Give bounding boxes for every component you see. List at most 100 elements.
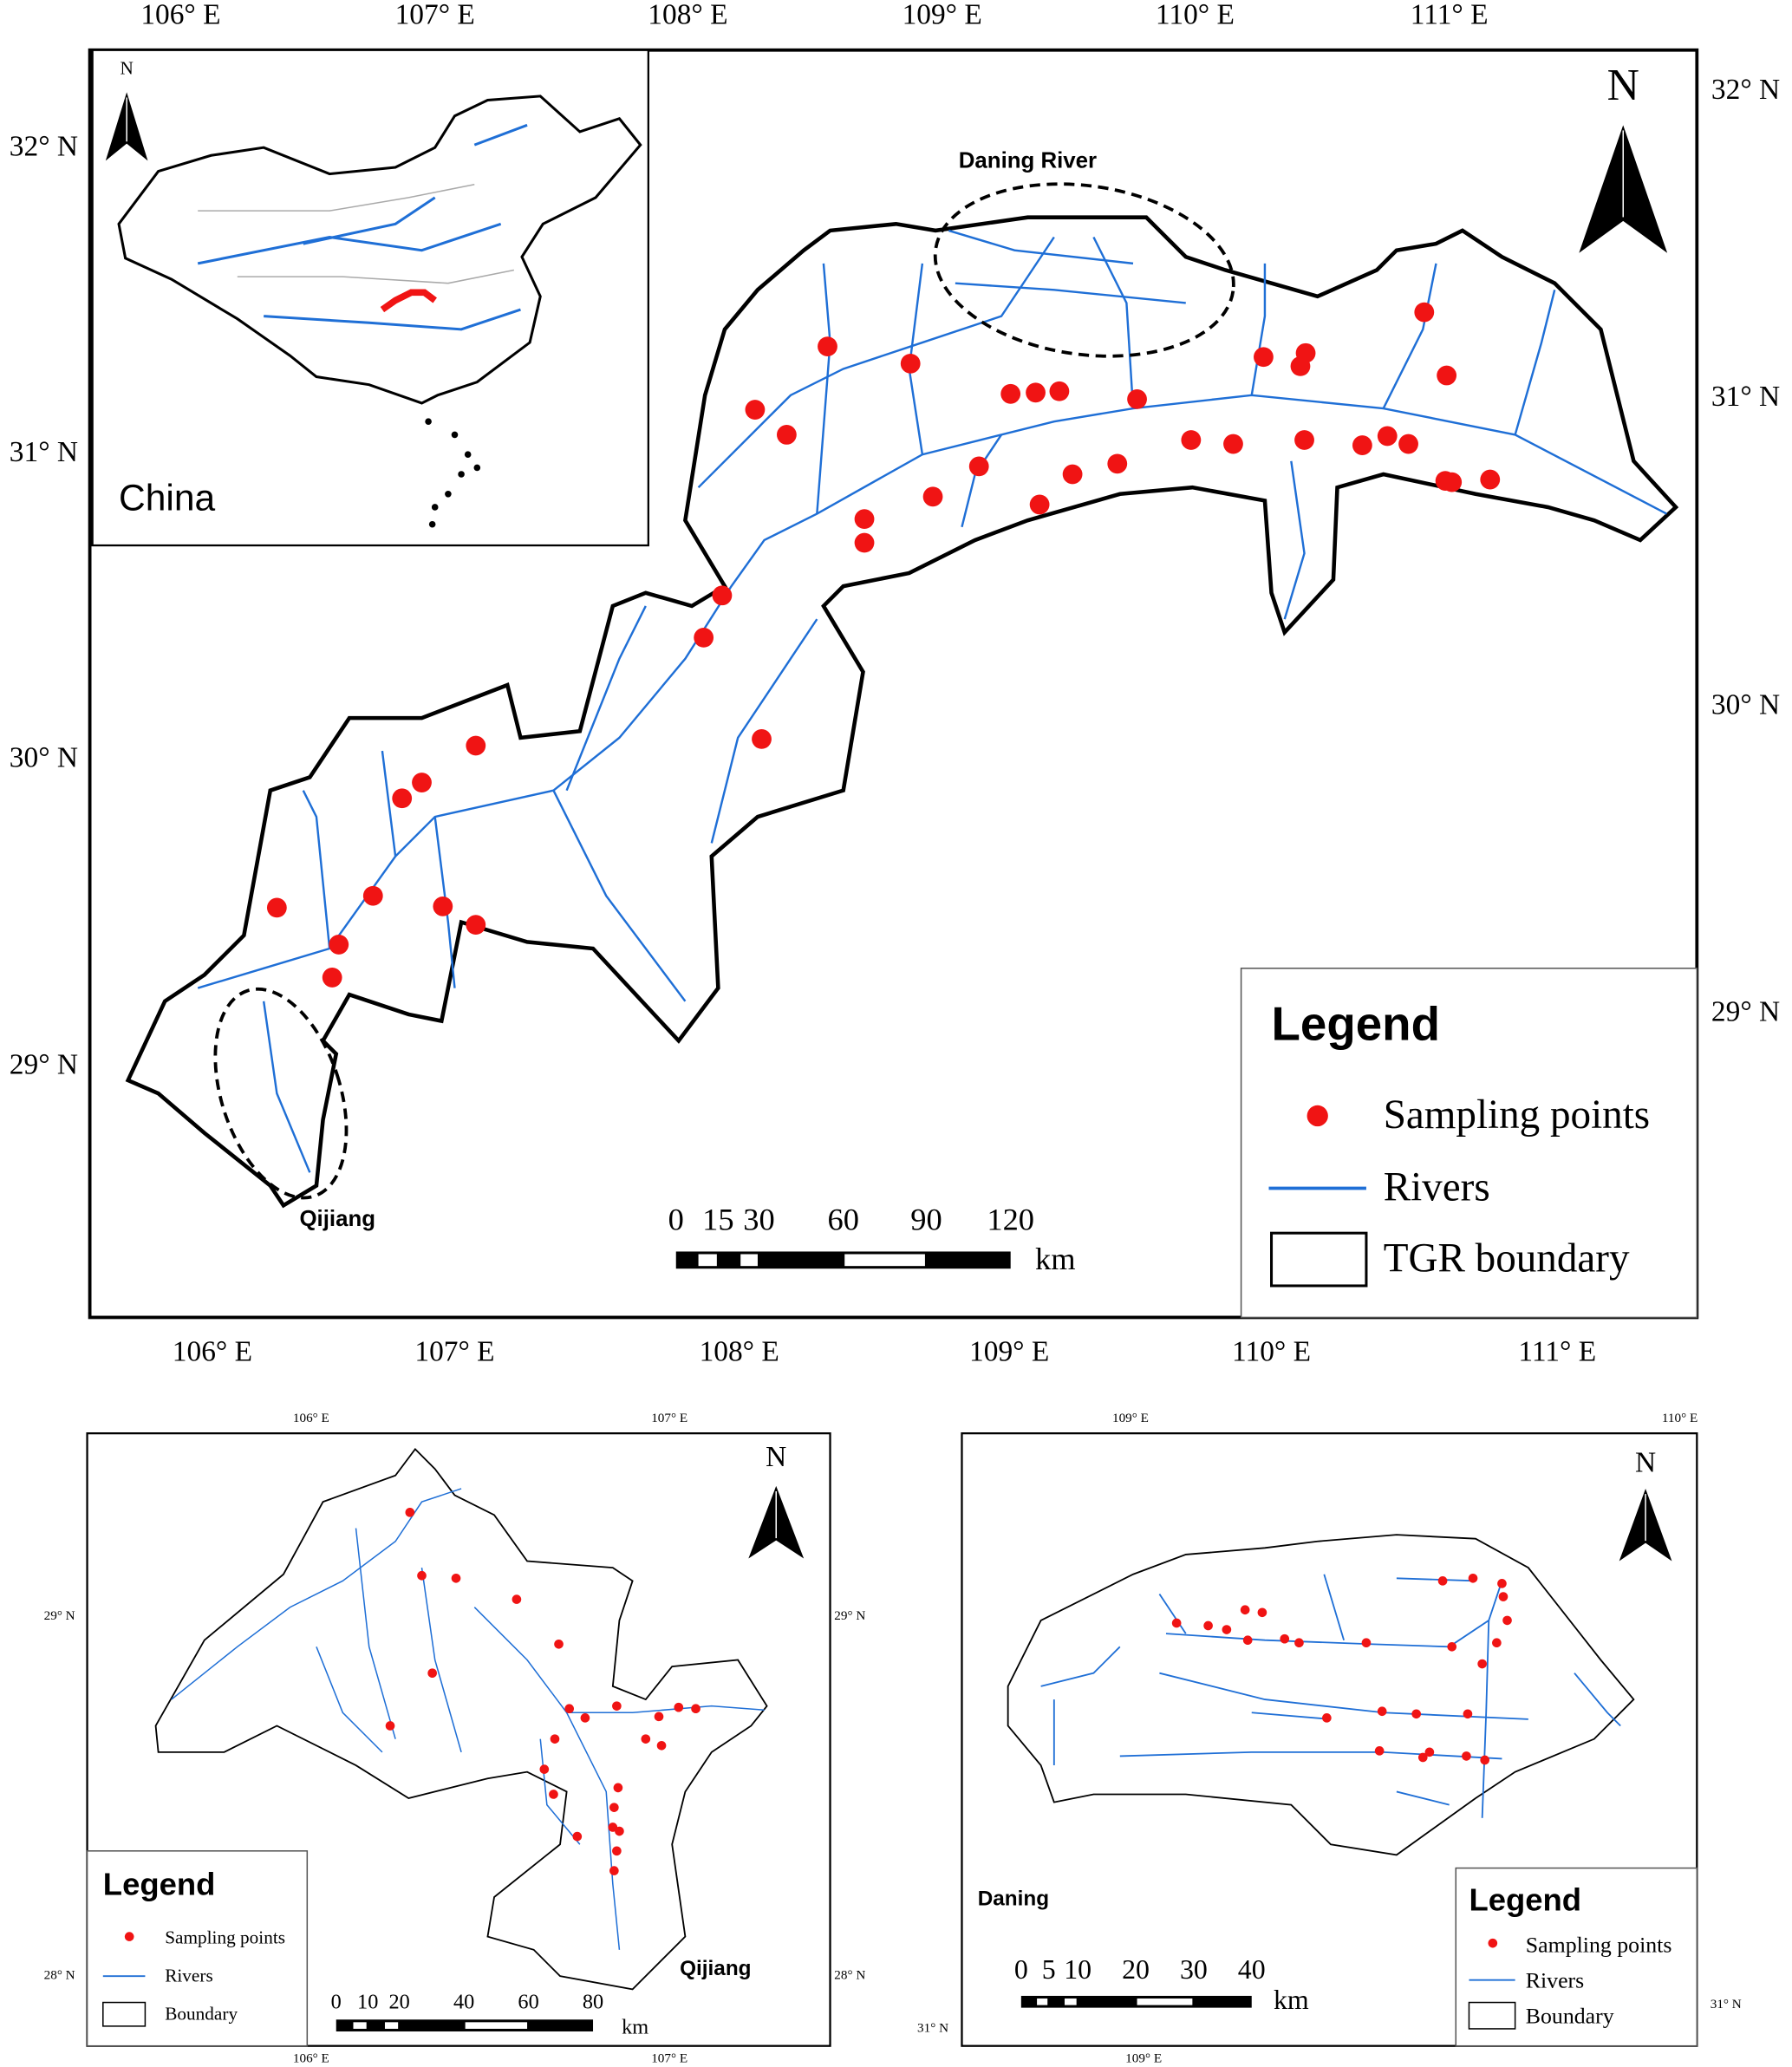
river (565, 605, 647, 792)
river (1250, 263, 1267, 396)
daning-point (1411, 1709, 1421, 1719)
daning-point (1280, 1633, 1290, 1644)
qijiang-point (564, 1704, 574, 1714)
sampling-point (466, 915, 486, 936)
sampling-point (266, 897, 287, 918)
label: 109° E (903, 0, 982, 30)
label: 0 (1014, 1954, 1028, 1985)
daning-point (1374, 1746, 1385, 1756)
label: 0 (668, 1202, 684, 1236)
label: Rivers (165, 1966, 213, 1986)
island (425, 418, 432, 426)
legend-boundary (1468, 2001, 1516, 2030)
label: 107° E (395, 0, 475, 30)
daning-frame (961, 1432, 1698, 2047)
scale-bar-segment (353, 2022, 367, 2029)
island (451, 431, 459, 439)
label: 0 (331, 1991, 342, 2014)
label: 31° N (1711, 1997, 1742, 2012)
daning-river (1159, 1672, 1528, 1720)
river (948, 229, 1134, 265)
label: 28° N (44, 1968, 75, 1983)
island (458, 471, 465, 478)
label: Daning (978, 1887, 1049, 1910)
sampling-point (1480, 469, 1501, 490)
scale-bar-segment (465, 2022, 528, 2029)
qijiang-point (512, 1594, 522, 1604)
qijiang-point (609, 1803, 619, 1812)
daning-point (1377, 1706, 1387, 1717)
sampling-point (1352, 435, 1372, 455)
qijiang-river (316, 1646, 383, 1753)
daning-point (1424, 1747, 1435, 1757)
qijiang-point (612, 1701, 622, 1711)
label: 107° E (651, 1411, 687, 1425)
sampling-point (968, 456, 989, 477)
label: N (1635, 1446, 1656, 1478)
river (262, 1001, 311, 1173)
daning-boundary (1007, 1534, 1635, 1856)
sampling-point (1290, 356, 1311, 376)
legend-boundary (1270, 1231, 1368, 1288)
sampling-point (1377, 426, 1398, 447)
island (431, 504, 439, 511)
label: 28° N (834, 1968, 865, 1983)
sampling-point (466, 735, 486, 756)
daning-point (1437, 1576, 1448, 1586)
daning-point (1242, 1635, 1253, 1646)
label: 106° E (140, 0, 220, 30)
inset-province (237, 269, 515, 284)
daning-river (1323, 1574, 1345, 1640)
scale-bar-segment (1064, 1998, 1077, 2005)
label: Daning River (959, 149, 1097, 173)
island (473, 464, 481, 472)
label: Boundary (1526, 2004, 1614, 2029)
qijiang-point (580, 1713, 590, 1723)
label: 106° E (293, 2051, 329, 2065)
qijiang-point (613, 1783, 623, 1793)
sampling-point (1442, 472, 1463, 492)
label: 31° N (10, 436, 78, 468)
daning-point (1222, 1625, 1232, 1634)
sampling-point (922, 486, 943, 507)
sampling-point (1181, 430, 1202, 450)
sampling-point (1049, 381, 1070, 401)
scale-bar-segment (1037, 1998, 1048, 2005)
label: 107° E (414, 1336, 494, 1368)
daning-river (1396, 1790, 1450, 1806)
main-frame (88, 48, 1699, 1320)
daning-point (1492, 1638, 1502, 1648)
qijiang-outline (213, 987, 349, 1200)
qijiang-river (566, 1705, 765, 1714)
label: 15 (702, 1202, 733, 1236)
daning-point (1477, 1659, 1487, 1669)
inset-province (198, 183, 475, 212)
scale-bar (336, 2019, 594, 2031)
daning-point (1497, 1579, 1507, 1588)
label: 60 (518, 1991, 538, 2014)
label: 10 (1064, 1954, 1091, 1985)
river (1092, 236, 1135, 409)
daning-point (1502, 1615, 1512, 1626)
label: Rivers (1526, 1968, 1584, 1993)
daning-river (1574, 1673, 1621, 1727)
sampling-point (322, 968, 342, 988)
qijiang-river (355, 1528, 396, 1739)
label: 30° N (1711, 689, 1780, 721)
label: 31° N (1711, 381, 1780, 413)
scale-bar-segment (740, 1254, 758, 1267)
label: 109° E (969, 1336, 1049, 1368)
label: 80 (583, 1991, 603, 2014)
qijiang-river (171, 1488, 462, 1700)
sampling-point (1398, 434, 1418, 454)
label: 32° N (1711, 74, 1780, 106)
qijiang-point (385, 1721, 395, 1731)
qijiang-point (609, 1866, 619, 1875)
daning-river (1040, 1646, 1121, 1687)
label: Sampling points (165, 1927, 285, 1947)
daning-point (1294, 1638, 1304, 1648)
label: Sampling points (1384, 1092, 1650, 1138)
layers: 106° E 107° E 108° E 109° E 110° E 111° E 106°… (10, 0, 1780, 2065)
